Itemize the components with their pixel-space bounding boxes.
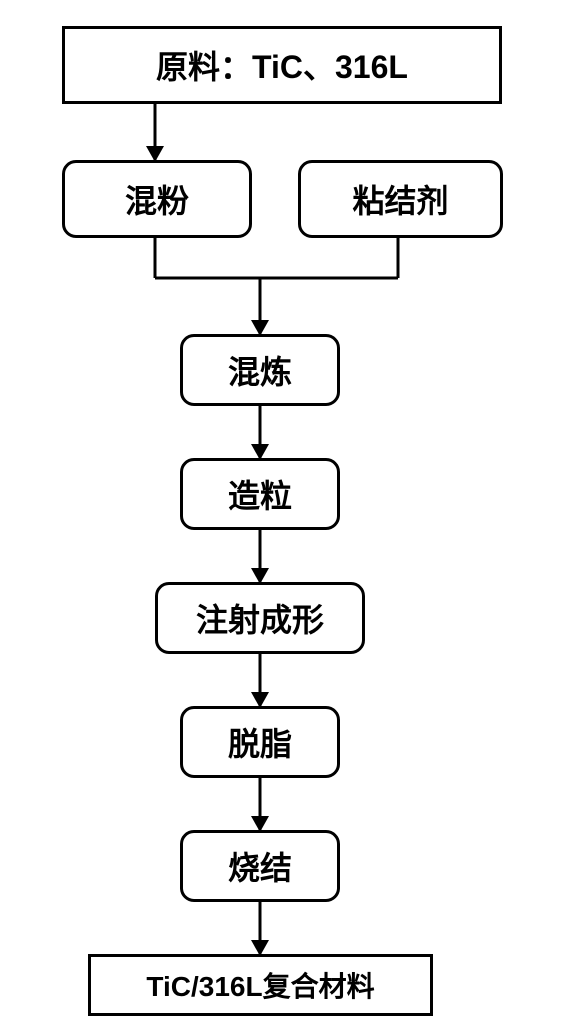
node-degreasing: 脱脂 <box>180 706 340 778</box>
node-raw-materials: 原料：TiC、316L <box>62 26 502 104</box>
node-label: 混炼 <box>228 347 292 393</box>
node-label: 脱脂 <box>228 719 292 765</box>
node-label: 原料：TiC、316L <box>156 42 408 88</box>
node-product: TiC/316L复合材料 <box>88 954 433 1016</box>
node-label: TiC/316L复合材料 <box>146 965 374 1005</box>
node-injection: 注射成形 <box>155 582 365 654</box>
node-sintering: 烧结 <box>180 830 340 902</box>
node-label: 造粒 <box>228 471 292 517</box>
node-label: 注射成形 <box>196 595 324 641</box>
node-label: 烧结 <box>228 843 292 889</box>
node-label: 混粉 <box>125 176 189 222</box>
flowchart-canvas: 原料：TiC、316L 混粉 粘结剂 混炼 造粒 注射成形 脱脂 烧结 TiC/… <box>0 0 573 1030</box>
node-kneading: 混炼 <box>180 334 340 406</box>
node-label: 粘结剂 <box>352 176 448 222</box>
node-binder: 粘结剂 <box>298 160 503 238</box>
node-granulation: 造粒 <box>180 458 340 530</box>
node-mix-powder: 混粉 <box>62 160 252 238</box>
